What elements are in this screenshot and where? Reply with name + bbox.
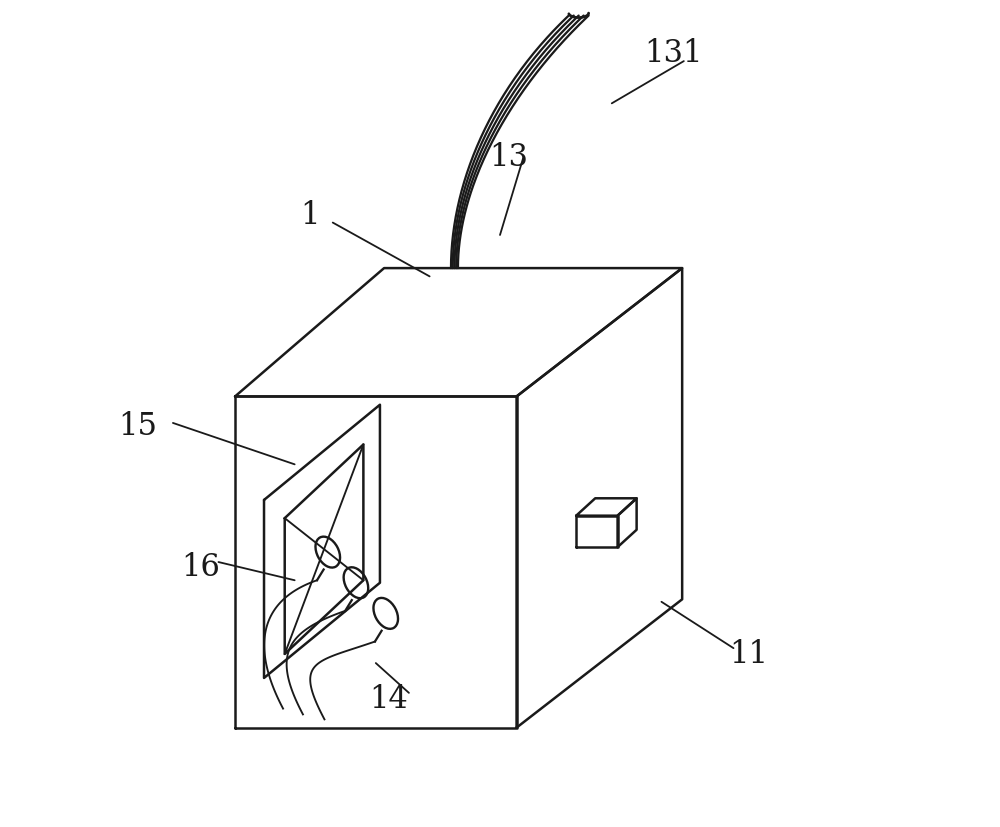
Text: 11: 11 [729, 638, 768, 669]
Text: 16: 16 [181, 551, 220, 582]
Text: 15: 15 [118, 410, 157, 442]
Text: 1: 1 [300, 199, 319, 231]
Text: 13: 13 [489, 141, 528, 173]
Text: 131: 131 [645, 38, 703, 69]
Text: 14: 14 [369, 683, 408, 715]
